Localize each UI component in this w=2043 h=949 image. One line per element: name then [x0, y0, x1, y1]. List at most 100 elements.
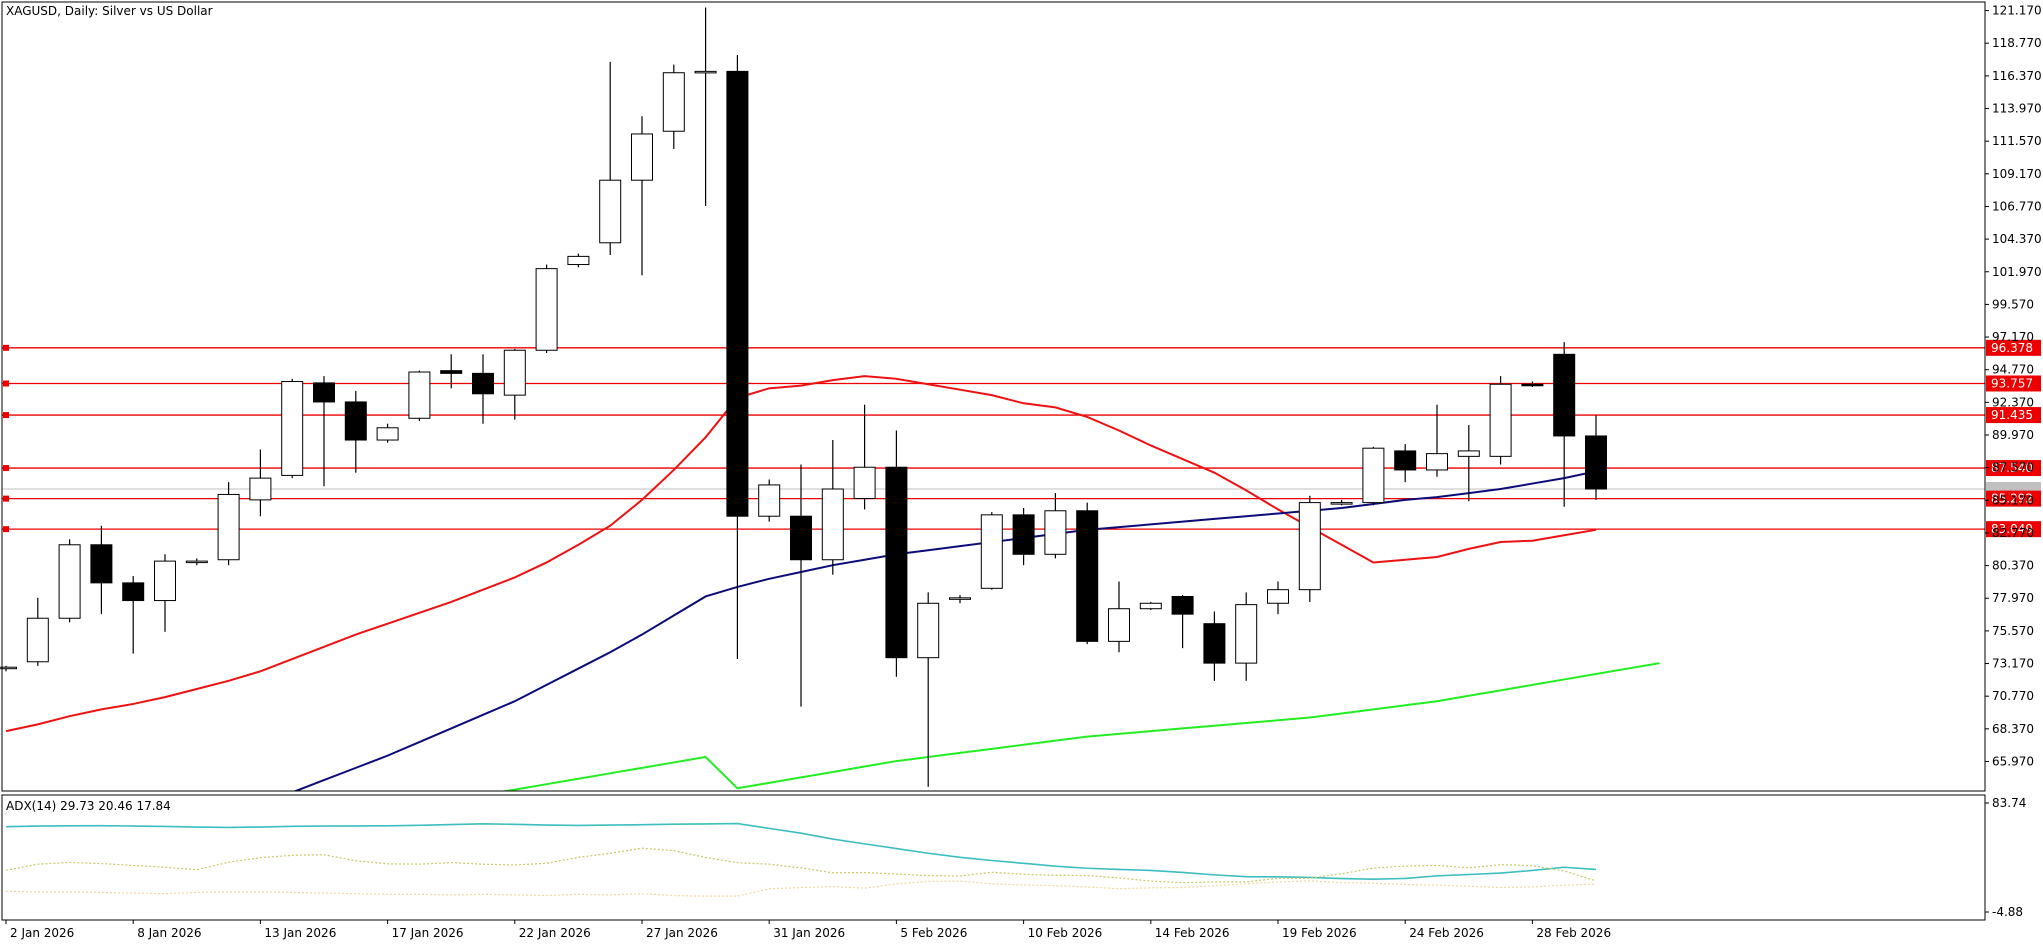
candle: [1330, 499, 1353, 506]
bullish-candle-body: [1330, 502, 1353, 505]
bearish-candle-body: [726, 70, 749, 517]
x-tick-label: 28 Feb 2026: [1536, 926, 1611, 940]
candle: [631, 116, 653, 276]
bullish-candle-body: [694, 70, 717, 74]
bullish-candle-body: [0, 666, 17, 670]
y-tick-label: 99.570: [1992, 297, 2034, 311]
candle: [1426, 404, 1448, 477]
bullish-candle-body: [1108, 608, 1130, 642]
x-tick-label: 2 Jan 2026: [10, 926, 74, 940]
candle: [1044, 493, 1067, 559]
bullish-candle-body: [185, 560, 208, 564]
bullish-candle-body: [535, 268, 558, 351]
y-tick-label: 106.770: [1992, 199, 2042, 213]
y-tick-label: 113.970: [1992, 102, 2042, 116]
bullish-candle-body: [376, 427, 399, 441]
candle: [154, 554, 176, 632]
bearish-candle-body: [90, 544, 113, 584]
bearish-candle-body: [1012, 514, 1035, 555]
adx-y-tick-label: 83.74: [1992, 796, 2026, 810]
y-tick-label: 121.170: [1992, 4, 2042, 18]
candle: [1394, 444, 1417, 483]
bearish-candle-body: [1585, 435, 1607, 490]
adx-minus-di-line: [5, 880, 1597, 897]
y-tick-label: 75.570: [1992, 624, 2034, 638]
adx-panel-frame: [1, 794, 1986, 921]
candle: [694, 7, 717, 207]
adx-main-line: [5, 822, 1597, 880]
candle: [1585, 415, 1607, 500]
candle: [408, 370, 431, 421]
price-level-label: 93.757: [1991, 376, 2033, 390]
candle: [917, 592, 940, 787]
bullish-candle-body: [1362, 447, 1385, 504]
candle: [790, 464, 812, 707]
price-level-tag: [1986, 339, 2041, 356]
candle: [1171, 595, 1194, 649]
candle: [853, 404, 876, 510]
price-level-tag: [1986, 375, 2041, 392]
bullish-candle-body: [1235, 604, 1258, 664]
adx-indicator-label: ADX(14) 29.73 20.46 17.84: [6, 799, 171, 813]
candle: [1298, 495, 1321, 602]
candle: [1139, 601, 1162, 611]
bearish-candle-body: [1521, 383, 1544, 387]
moving-average-green-line: [500, 662, 1660, 791]
bearish-candle-body: [344, 401, 367, 441]
y-tick-label: 73.170: [1992, 657, 2034, 671]
bullish-candle-body: [503, 349, 526, 396]
y-tick-label: 116.370: [1992, 69, 2042, 83]
x-tick-label: 14 Feb 2026: [1155, 926, 1230, 940]
bearish-candle-body: [885, 466, 908, 659]
bullish-candle-body: [821, 488, 844, 561]
price-level-tag: [1986, 521, 2041, 538]
candle: [1012, 508, 1035, 566]
bearish-candle-body: [313, 382, 335, 403]
price-level-marker: [3, 344, 9, 351]
candle: [376, 423, 399, 443]
chart-title: XAGUSD, Daily: Silver vs US Dollar: [6, 4, 213, 18]
candle: [758, 479, 781, 522]
bearish-candle-body: [440, 370, 463, 374]
price-level-marker: [3, 412, 9, 419]
bullish-candle-body: [154, 560, 176, 602]
y-tick-label: 68.370: [1992, 722, 2034, 736]
x-tick-label: 8 Jan 2026: [137, 926, 201, 940]
x-tick-label: 24 Feb 2026: [1409, 926, 1484, 940]
y-tick-label: 89.970: [1992, 428, 2034, 442]
candle: [440, 354, 463, 389]
bearish-candle-body: [472, 372, 494, 395]
y-tick-label: 77.970: [1992, 591, 2034, 605]
moving-average-red-line: [5, 375, 1597, 733]
x-tick-label: 22 Jan 2026: [519, 926, 591, 940]
candle: [1553, 342, 1576, 507]
y-tick-label: 65.970: [1992, 754, 2034, 768]
bullish-candle-body: [1457, 450, 1480, 457]
price-level-tag: [1986, 407, 2041, 424]
candle: [185, 558, 208, 566]
bullish-candle-body: [1139, 602, 1162, 610]
bullish-candle-body: [758, 484, 781, 517]
candle: [0, 665, 17, 672]
bullish-candle-body: [249, 477, 272, 501]
bullish-candle-body: [853, 466, 876, 500]
y-tick-label: 101.970: [1992, 265, 2042, 279]
candle: [1362, 446, 1385, 506]
bullish-candle-body: [217, 493, 240, 561]
bullish-candle-body: [662, 72, 685, 132]
candle: [313, 376, 335, 487]
candle: [472, 354, 494, 424]
bullish-candle-body: [1044, 510, 1067, 555]
candle: [1076, 502, 1099, 645]
candle: [1235, 592, 1258, 681]
price-level-label: 91.435: [1991, 408, 2033, 422]
candle: [1521, 381, 1544, 387]
candle: [726, 55, 749, 660]
y-tick-label: 80.370: [1992, 559, 2034, 573]
candle: [662, 64, 685, 149]
candle: [535, 264, 558, 353]
bullish-candle-body: [1426, 453, 1448, 471]
candle: [821, 440, 844, 575]
x-tick-label: 10 Feb 2026: [1028, 926, 1103, 940]
